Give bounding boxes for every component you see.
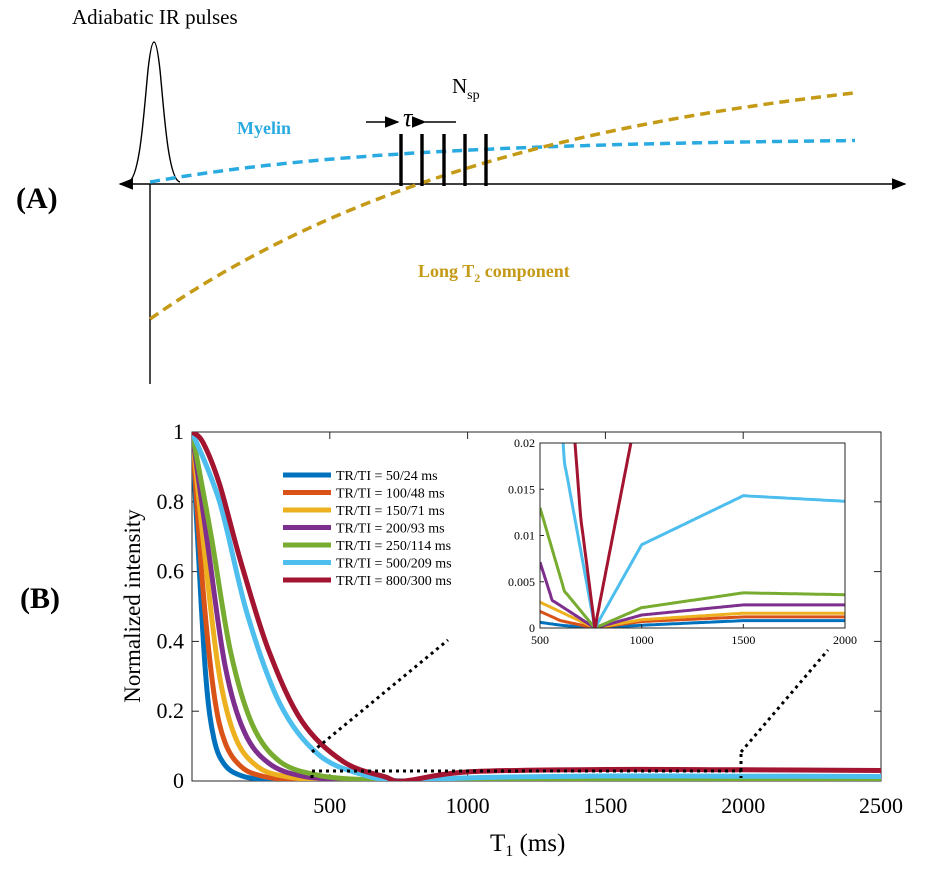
x-tick-label: 1000 <box>446 793 490 818</box>
myelin-recovery-curve <box>149 138 856 184</box>
panel-b-chart: (B) 500 1000 1500 2000 2500 0 0.2 0.4 0.6 0.8 1 No… <box>20 419 904 860</box>
panel-a-diagram: (A) Adiabatic IR pulses τ Nsp Myelin Lon… <box>16 5 907 384</box>
panel-b-label: (B) <box>20 582 60 615</box>
long-t2-recovery-curve <box>149 91 856 321</box>
inset-series-line <box>540 507 845 628</box>
adiabatic-pulse-label: Adiabatic IR pulses <box>72 5 238 29</box>
x-tick-label: 2000 <box>721 793 765 818</box>
y-tick-label: 0.8 <box>157 489 185 514</box>
series-line <box>192 432 881 781</box>
y-tick-label: 1 <box>173 419 184 444</box>
legend-entry: TR/TI = 500/209 ms <box>336 557 452 572</box>
inset-series <box>540 443 845 628</box>
inset-x-tick-label: 1500 <box>731 633 755 647</box>
legend: TR/TI = 50/24 ms TR/TI = 100/48 ms TR/TI =… <box>283 469 452 589</box>
zoom-connector-left <box>311 638 449 754</box>
legend-entry: TR/TI = 250/114 ms <box>336 539 451 554</box>
series-line <box>192 432 881 781</box>
y-tick-label: 0 <box>173 768 184 793</box>
legend-entry: TR/TI = 100/48 ms <box>336 487 445 502</box>
inset-x-tick-label: 2000 <box>833 633 857 647</box>
main-series <box>192 432 881 781</box>
legend-entry: TR/TI = 800/300 ms <box>336 574 452 589</box>
inset-ticks: 500 1000 1500 2000 0 0.005 0.01 0.015 0.02 <box>508 436 857 647</box>
inset-y-tick-label: 0.01 <box>514 529 535 543</box>
inset-x-tick-label: 500 <box>531 633 549 647</box>
x-tick-label: 500 <box>313 793 346 818</box>
adiabatic-pulse-shape <box>127 41 181 183</box>
series-line <box>192 432 881 781</box>
inset-y-tick-label: 0.005 <box>508 575 535 589</box>
zoom-indicator <box>310 638 830 778</box>
tau-label: τ <box>403 103 414 132</box>
x-tick-label: 1500 <box>583 793 627 818</box>
myelin-label: Myelin <box>237 118 291 138</box>
x-tick-label: 2500 <box>859 793 903 818</box>
main-ticks: 500 1000 1500 2000 2500 0 0.2 0.4 0.6 0.8 1 <box>157 419 904 818</box>
inset-y-tick-label: 0 <box>529 621 535 635</box>
y-axis-label: Normalized intensity <box>120 509 145 703</box>
inset-x-tick-label: 1000 <box>630 633 654 647</box>
legend-entry: TR/TI = 200/93 ms <box>336 522 445 537</box>
x-axis-label: T1 (ms) <box>490 830 565 860</box>
inset-series-line <box>573 443 633 628</box>
legend-entry: TR/TI = 150/71 ms <box>336 504 445 519</box>
zoom-connector-right <box>739 649 830 753</box>
nsp-label: Nsp <box>452 74 480 103</box>
long-t2-label: Long T2 component <box>418 261 570 285</box>
y-tick-label: 0.6 <box>157 559 185 584</box>
panel-a-label: (A) <box>16 182 58 215</box>
inset-y-tick-label: 0.02 <box>514 436 535 450</box>
inset-series-line <box>540 561 845 628</box>
legend-entry: TR/TI = 50/24 ms <box>336 469 438 484</box>
inset-y-tick-label: 0.015 <box>508 482 535 496</box>
pulse-train <box>399 134 488 186</box>
y-tick-label: 0.4 <box>157 628 185 653</box>
y-tick-label: 0.2 <box>157 698 185 723</box>
